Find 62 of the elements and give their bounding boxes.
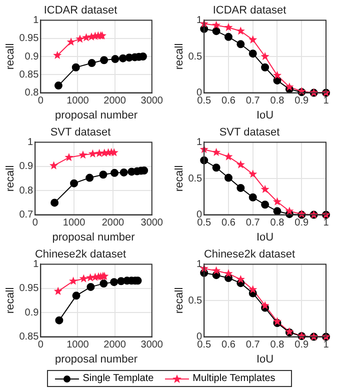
- legend-label: Single Template: [82, 373, 154, 384]
- legend-label: Multiple Templates: [192, 373, 276, 384]
- x-tick-label: 0.8: [270, 218, 285, 229]
- y-tick-label: 0.7: [19, 210, 34, 221]
- x-tick-label: 1000: [66, 340, 90, 351]
- x-tick-label: 0.7: [246, 340, 260, 351]
- x-tick-label: 3000: [140, 218, 164, 229]
- x-tick-label: 2000: [104, 340, 126, 351]
- x-tick-label: 3000: [140, 96, 164, 107]
- y-tick-label: 0.85: [19, 332, 40, 343]
- x-tick-label: 0.8: [270, 96, 285, 107]
- x-tick-label: 0.7: [246, 218, 260, 229]
- x-tick-label: 2000: [102, 218, 125, 229]
- x-tick-label: 1: [323, 96, 330, 107]
- x-tick-label: 0.7: [246, 96, 260, 107]
- y-tick-label: 1: [28, 136, 34, 148]
- y-axis-title: recall: [174, 43, 186, 70]
- y-tick-label: 0.5: [188, 51, 203, 62]
- y-tick-label: 1: [33, 14, 40, 26]
- x-tick-label: 1000: [62, 218, 86, 229]
- y-axis-title: recall: [4, 43, 17, 70]
- y-tick-label: 0.95: [19, 283, 40, 294]
- chart-title: Chinese2k dataset: [204, 248, 296, 261]
- y-tick-label: 0.9: [24, 51, 40, 62]
- x-tick-label: 2000: [104, 96, 126, 107]
- x-tick-label: 0.9: [294, 218, 310, 229]
- y-tick-label: 0.9: [19, 161, 34, 172]
- x-tick-label: 0.6: [222, 96, 236, 107]
- chart-title: SVT dataset: [50, 126, 111, 139]
- x-tick-label: 3000: [140, 340, 164, 351]
- y-tick-label: 0.8: [19, 185, 34, 196]
- x-tick-label: 0.9: [294, 96, 310, 107]
- x-axis-title: proposal number: [52, 231, 136, 244]
- y-axis-title: recall: [174, 287, 186, 314]
- y-axis-title: recall: [4, 165, 17, 192]
- chart-title: SVT dataset: [219, 126, 280, 139]
- y-tick-label: 1: [33, 258, 40, 270]
- x-tick-label: 1: [323, 218, 330, 229]
- y-tick-label: 1: [196, 136, 203, 148]
- x-tick-label: 0.6: [222, 218, 236, 229]
- x-tick-label: 0.8: [270, 340, 285, 351]
- y-tick-label: 0.9: [24, 307, 40, 318]
- x-tick-label: 0.9: [294, 340, 310, 351]
- chart-title: ICDAR dataset: [212, 4, 286, 17]
- x-axis-title: proposal number: [54, 353, 138, 366]
- x-axis-title: IoU: [256, 109, 274, 122]
- x-tick-label: 1000: [66, 96, 90, 107]
- y-tick-label: 0.5: [188, 173, 203, 184]
- y-tick-label: 0.85: [19, 69, 40, 80]
- x-tick-label: 1: [323, 340, 330, 351]
- y-tick-label: 0.5: [188, 295, 203, 306]
- y-tick-label: 1: [196, 258, 203, 270]
- x-axis-title: IoU: [256, 231, 274, 244]
- x-tick-label: 0.6: [222, 340, 236, 351]
- chart-title: ICDAR dataset: [44, 4, 118, 17]
- y-axis-title: recall: [4, 287, 17, 314]
- x-axis-title: IoU: [256, 353, 274, 366]
- chart-title: Chinese2k dataset: [34, 248, 126, 261]
- y-axis-title: recall: [174, 165, 186, 192]
- y-tick-label: 0.95: [19, 33, 40, 44]
- y-tick-label: 0.8: [24, 88, 40, 99]
- x-axis-title: proposal number: [54, 109, 138, 122]
